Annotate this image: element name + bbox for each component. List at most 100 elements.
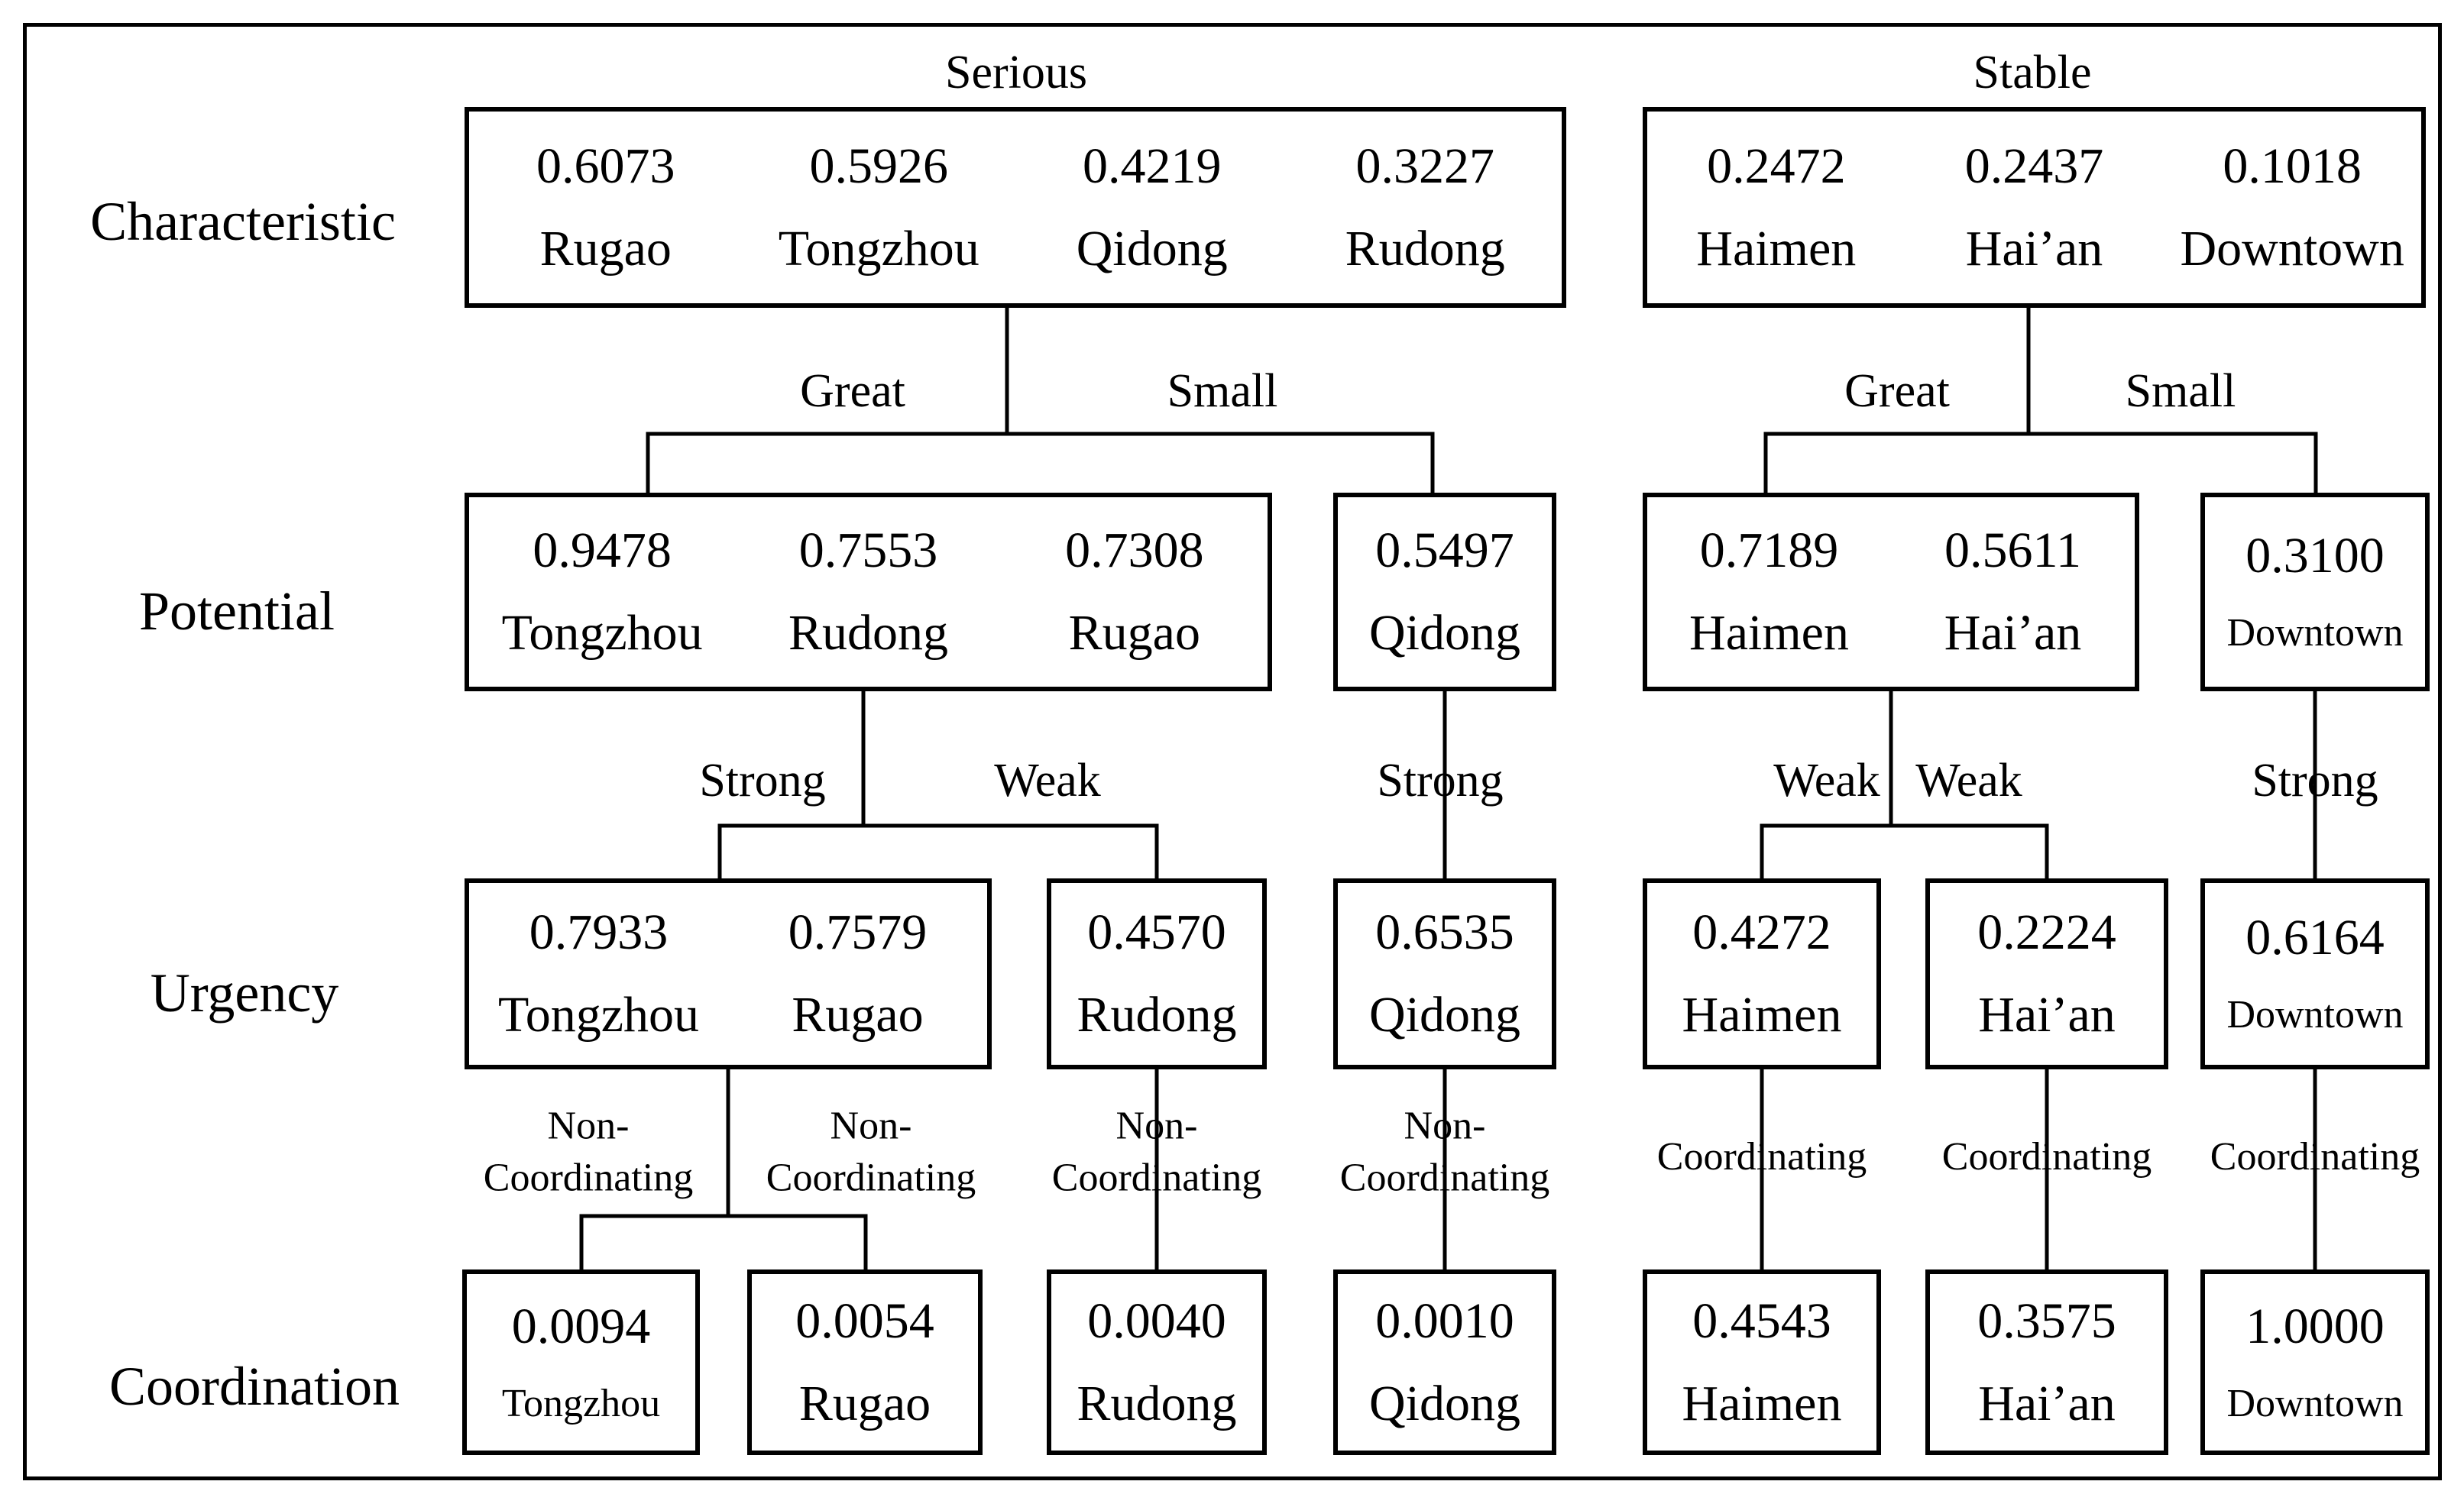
city-entry: 0.4272 Haimen xyxy=(1647,883,1876,1065)
city-value: 0.0010 xyxy=(1375,1292,1514,1349)
node-coordination-haimen: 0.4543 Haimen xyxy=(1643,1269,1881,1455)
connector-urgency1-split xyxy=(579,1069,868,1269)
city-value: 0.6164 xyxy=(2245,910,2385,965)
node-coordination-tongzhou: 0.0094 Tongzhou xyxy=(462,1269,700,1455)
city-entry: 0.3227 Rudong xyxy=(1289,112,1562,303)
city-entry: 0.5611 Hai’an xyxy=(1891,497,2135,687)
city-value: 0.4543 xyxy=(1692,1292,1831,1349)
city-value: 0.7579 xyxy=(788,904,928,960)
node-characteristic-serious: 0.6073 Rugao 0.5926 Tongzhou 0.4219 Qido… xyxy=(465,107,1566,308)
city-name: Qidong xyxy=(1369,605,1520,661)
city-name: Tongzhou xyxy=(497,987,699,1043)
city-name: Rugao xyxy=(539,220,672,277)
city-entry: 0.7553 Rudong xyxy=(735,497,1001,687)
city-value: 0.7553 xyxy=(798,522,938,578)
branch-label-coordinating-2: Coordinating xyxy=(1941,1135,2152,1179)
label-line1: Non- xyxy=(547,1104,630,1148)
label-line1: Non- xyxy=(1115,1104,1198,1148)
city-entry: 0.2437 Hai’an xyxy=(1905,112,2164,303)
city-name: Tongzhou xyxy=(501,1381,661,1425)
node-coordination-qidong: 0.0010 Qidong xyxy=(1333,1269,1556,1455)
city-entry: 0.0094 Tongzhou xyxy=(467,1274,695,1451)
city-value: 0.2224 xyxy=(1977,904,2116,960)
city-entry: 0.9478 Tongzhou xyxy=(469,497,735,687)
city-entry: 1.0000 Downtown xyxy=(2205,1274,2425,1451)
city-entry: 0.0010 Qidong xyxy=(1338,1274,1552,1451)
city-entry: 0.0040 Rudong xyxy=(1051,1274,1262,1451)
city-value: 0.3575 xyxy=(1977,1292,2116,1349)
row-label-urgency: Urgency xyxy=(150,962,339,1024)
city-value: 0.0054 xyxy=(795,1292,934,1349)
node-potential-small-serious: 0.5497 Qidong xyxy=(1333,493,1556,691)
city-value: 0.4219 xyxy=(1083,137,1222,194)
city-name: Hai’an xyxy=(1978,987,2116,1043)
connector-potential3-split xyxy=(1760,691,2049,878)
branch-label-great-right: Great xyxy=(1844,364,1950,417)
node-potential-great-stable: 0.7189 Haimen 0.5611 Hai’an xyxy=(1643,493,2139,691)
node-urgency-downtown: 0.6164 Downtown xyxy=(2200,878,2430,1069)
connector-stable-split xyxy=(1763,308,2318,493)
city-value: 0.7308 xyxy=(1065,522,1204,578)
city-value: 0.5497 xyxy=(1375,522,1514,578)
row-label-characteristic: Characteristic xyxy=(90,191,396,252)
outer-frame xyxy=(23,23,2442,1480)
row-label-coordination: Coordination xyxy=(109,1356,400,1417)
city-entry: 0.5497 Qidong xyxy=(1338,497,1552,687)
city-value: 0.7189 xyxy=(1699,522,1839,578)
city-entry: 0.1018 Downtown xyxy=(2163,112,2421,303)
city-entry: 0.7189 Haimen xyxy=(1647,497,1891,687)
label-line1: Non- xyxy=(1404,1104,1486,1148)
city-entry: 0.6164 Downtown xyxy=(2205,883,2425,1065)
city-name: Downtown xyxy=(2180,220,2404,277)
city-value: 0.4570 xyxy=(1087,904,1226,960)
node-coordination-downtown: 1.0000 Downtown xyxy=(2200,1269,2430,1455)
city-entry: 0.4219 Qidong xyxy=(1015,112,1289,303)
city-entry: 0.3575 Hai’an xyxy=(1930,1274,2164,1451)
node-characteristic-stable: 0.2472 Haimen 0.2437 Hai’an 0.1018 Downt… xyxy=(1643,107,2426,308)
city-name: Rugao xyxy=(798,1375,931,1431)
row-label-potential: Potential xyxy=(139,581,335,642)
city-value: 0.5926 xyxy=(809,137,949,194)
node-coordination-rugao: 0.0054 Rugao xyxy=(747,1269,983,1455)
label-line2: Coordinating xyxy=(483,1156,694,1199)
city-value: 0.0040 xyxy=(1087,1292,1226,1349)
city-name: Downtown xyxy=(2226,993,2404,1037)
node-coordination-haian: 0.3575 Hai’an xyxy=(1925,1269,2168,1455)
node-urgency-rudong: 0.4570 Rudong xyxy=(1047,878,1267,1069)
branch-label-strong-3: Strong xyxy=(2252,754,2378,807)
connector-potential1-split xyxy=(717,691,1159,878)
branch-label-weak-3: Weak xyxy=(1915,754,2022,807)
branch-label-noncoordinating-3: Non- Coordinating xyxy=(1052,1100,1261,1203)
city-entry: 0.6073 Rugao xyxy=(469,112,743,303)
city-value: 0.1018 xyxy=(2223,137,2362,194)
city-value: 0.2437 xyxy=(1964,137,2104,194)
city-entry: 0.7308 Rugao xyxy=(1002,497,1268,687)
node-urgency-qidong: 0.6535 Qidong xyxy=(1333,878,1556,1069)
city-value: 0.0094 xyxy=(511,1298,651,1354)
city-name: Downtown xyxy=(2226,1381,2404,1425)
connector-serious-split xyxy=(646,308,1435,493)
city-name: Tongzhou xyxy=(778,220,979,277)
city-value: 1.0000 xyxy=(2245,1298,2385,1354)
branch-label-small-right: Small xyxy=(2125,364,2236,417)
branch-label-coordinating-3: Coordinating xyxy=(2210,1135,2420,1179)
city-value: 0.3100 xyxy=(2245,528,2385,584)
city-name: Rudong xyxy=(788,605,948,661)
city-value: 0.6073 xyxy=(536,137,675,194)
city-entry: 0.2224 Hai’an xyxy=(1930,883,2164,1065)
city-name: Downtown xyxy=(2226,611,2404,655)
node-urgency-tongzhou-rugao: 0.7933 Tongzhou 0.7579 Rugao xyxy=(465,878,992,1069)
city-name: Qidong xyxy=(1369,987,1520,1043)
city-name: Rudong xyxy=(1345,220,1505,277)
city-value: 0.7933 xyxy=(529,904,669,960)
label-line2: Coordinating xyxy=(1339,1156,1550,1199)
city-value: 0.4272 xyxy=(1692,904,1831,960)
node-urgency-haian: 0.2224 Hai’an xyxy=(1925,878,2168,1069)
city-name: Haimen xyxy=(1682,1375,1842,1431)
city-name: Qidong xyxy=(1369,1375,1520,1431)
city-name: Hai’an xyxy=(1965,220,2103,277)
city-entry: 0.4570 Rudong xyxy=(1051,883,1262,1065)
city-entry: 0.4543 Haimen xyxy=(1647,1274,1876,1451)
city-value: 0.6535 xyxy=(1375,904,1514,960)
